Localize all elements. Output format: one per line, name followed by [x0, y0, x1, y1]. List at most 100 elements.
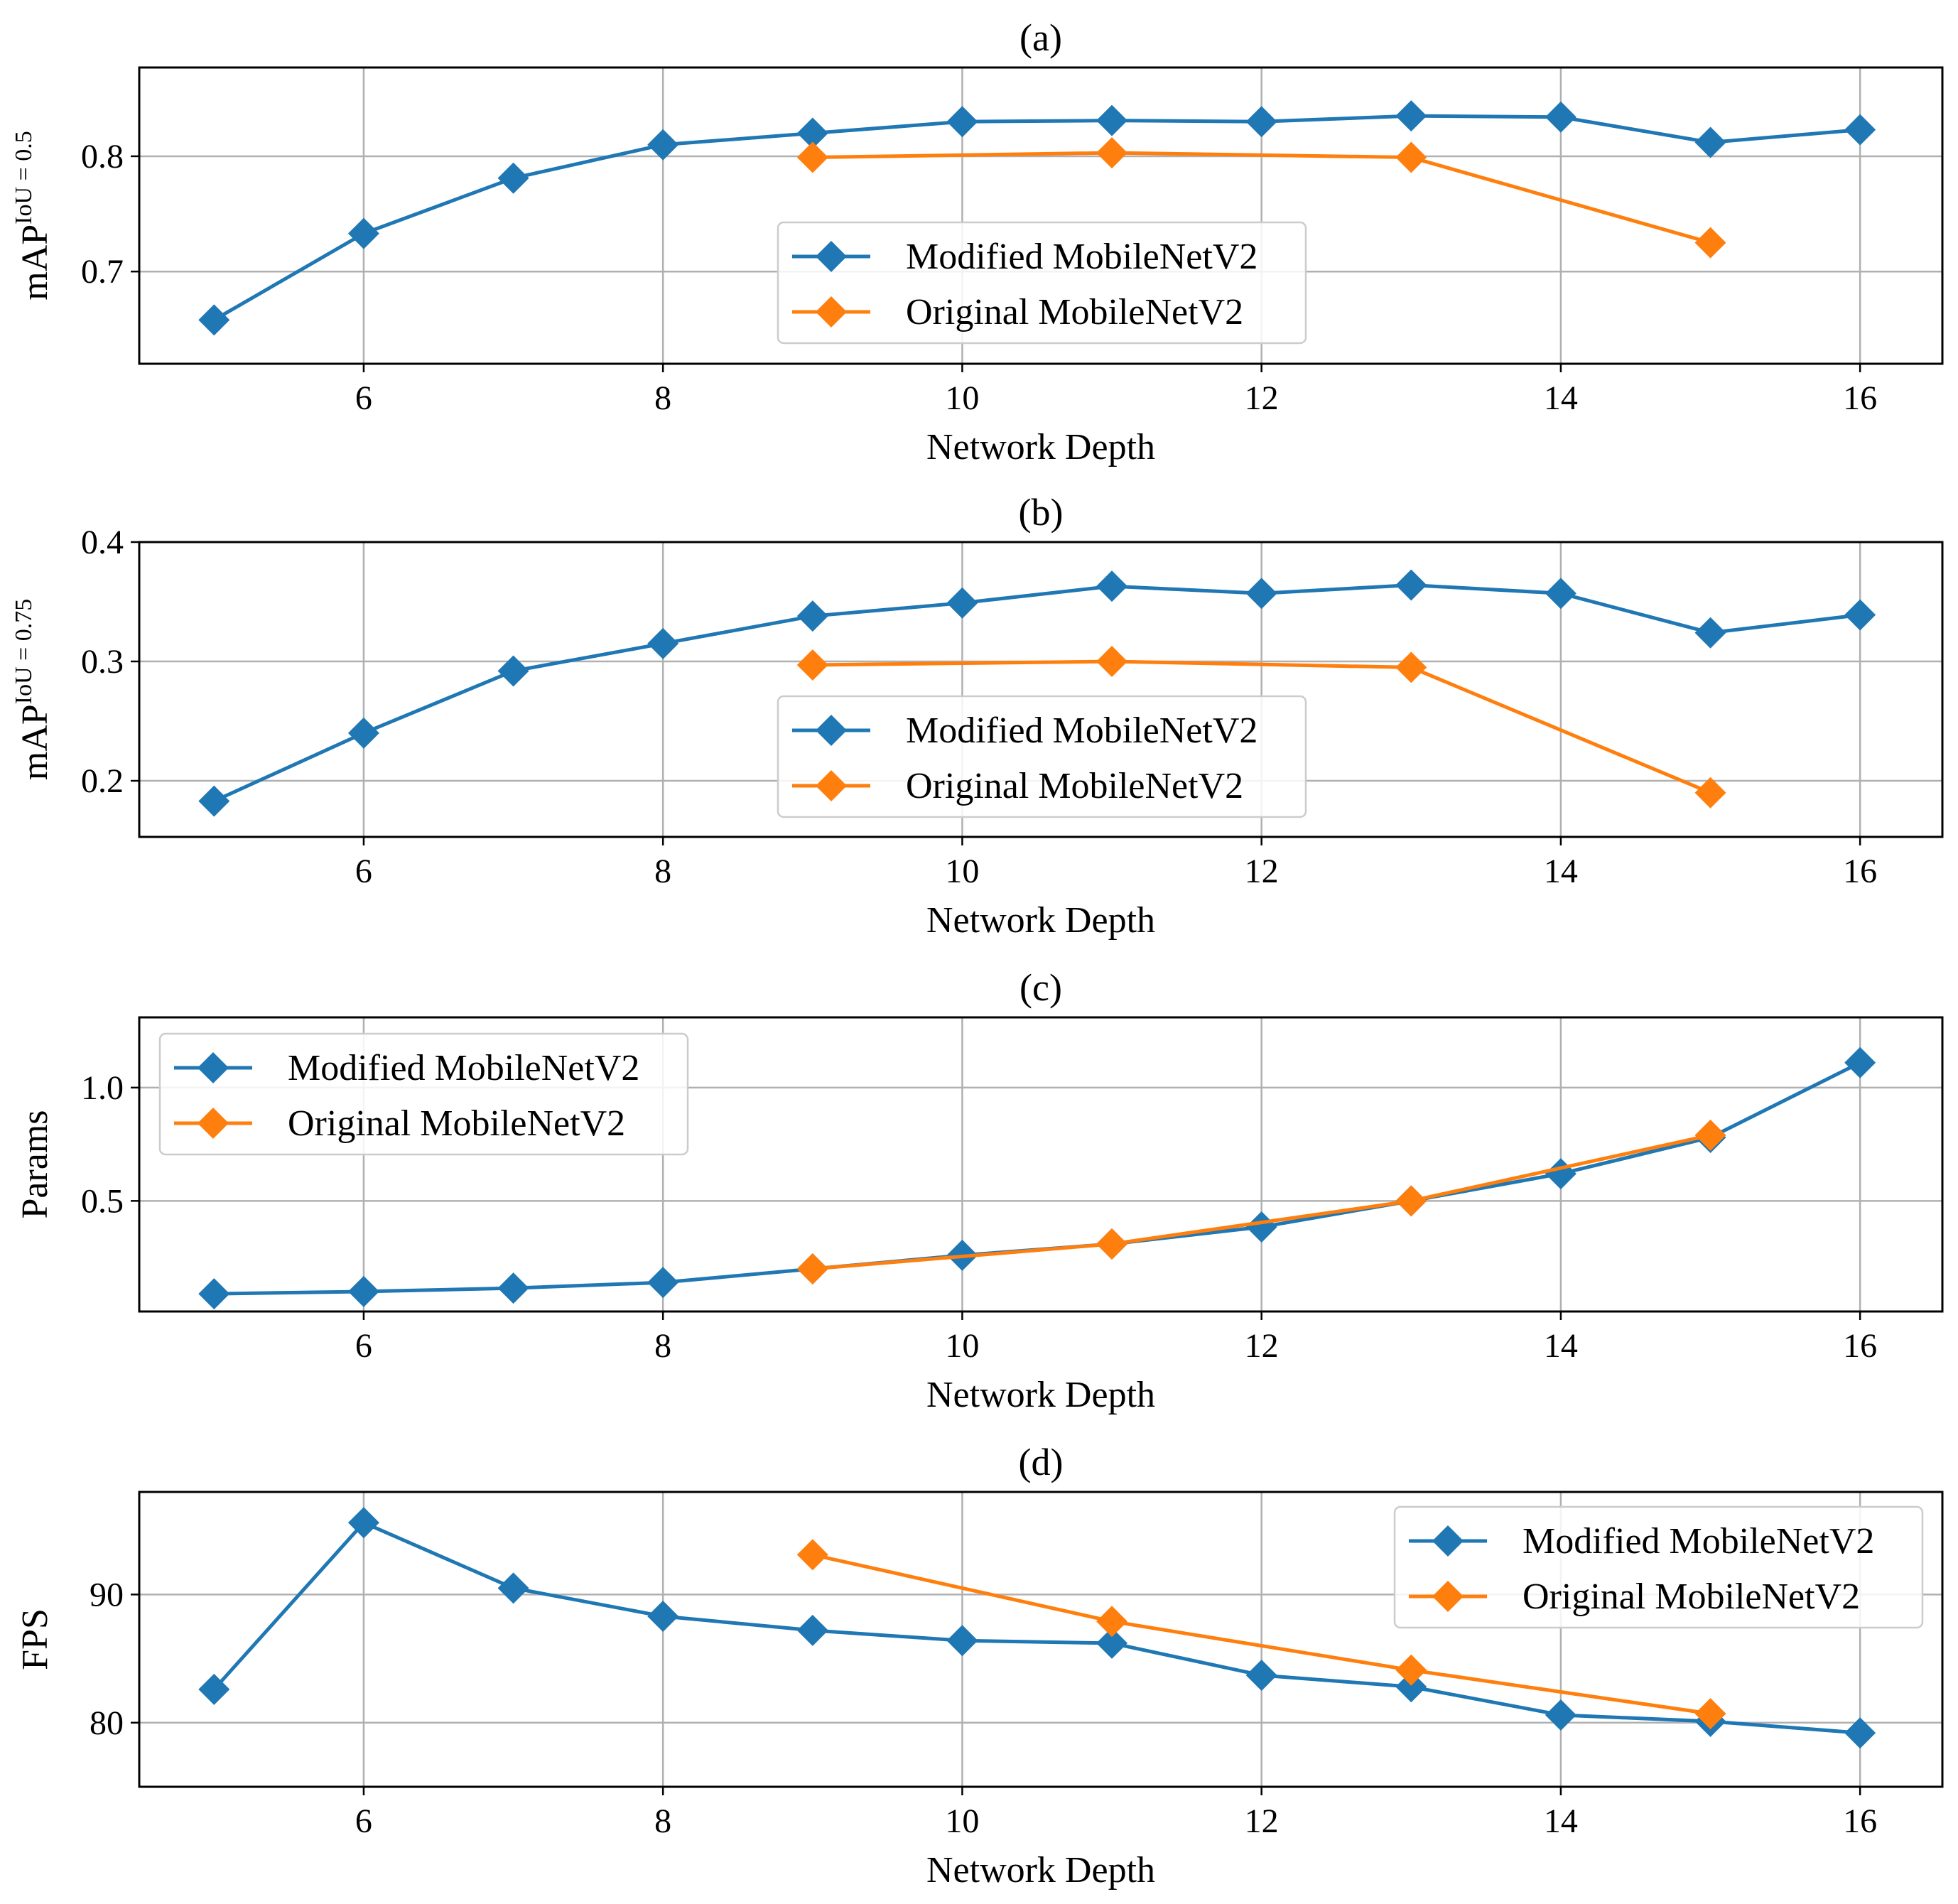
- data-point-0: [946, 587, 978, 619]
- panel-1: 6 8 10 12 14 16 0.2 0.3 0.4 (b) Network Depth mAPIo…: [11, 491, 1944, 941]
- y-tick-label: 0.2: [81, 762, 124, 800]
- x-axis-label: Network Depth: [926, 900, 1155, 941]
- legend-marker: [198, 1052, 229, 1083]
- x-tick-label: 16: [1843, 1802, 1877, 1840]
- x-tick-label: 12: [1245, 379, 1279, 417]
- data-point-1: [1096, 1606, 1128, 1638]
- data-point-0: [1395, 100, 1427, 132]
- x-tick-label: 6: [355, 1802, 372, 1840]
- x-tick-label: 16: [1843, 379, 1877, 417]
- data-point-0: [796, 600, 828, 632]
- legend-frame: [777, 221, 1307, 345]
- y-tick-label: 0.4: [81, 524, 124, 561]
- data-point-0: [347, 1507, 379, 1539]
- legend-marker: [816, 715, 847, 746]
- legend-frame: [777, 695, 1307, 818]
- legend-marker: [816, 770, 847, 801]
- data-point-1: [1395, 1185, 1427, 1217]
- plot-area: [138, 541, 1944, 838]
- x-tick-label: 8: [654, 1802, 671, 1840]
- x-tick-label: 16: [1843, 1327, 1877, 1365]
- legend-marker: [816, 241, 847, 272]
- data-point-1: [1694, 1119, 1726, 1151]
- series-line-1: [812, 1552, 1711, 1716]
- data-point-0: [347, 717, 379, 749]
- y-tick-label: 0.3: [81, 643, 124, 681]
- legend-marker: [198, 1108, 229, 1139]
- x-axis-label: Network Depth: [926, 1850, 1155, 1891]
- data-point-0: [647, 1267, 679, 1299]
- data-point-1: [1694, 1698, 1726, 1730]
- data-point-0: [1395, 1671, 1427, 1703]
- legend: Modified MobileNetV2 Original MobileNetV2: [777, 695, 1307, 818]
- data-point-0: [796, 1614, 828, 1646]
- x-tick-label: 6: [355, 1327, 372, 1365]
- data-point-0: [946, 1625, 978, 1657]
- x-tick-label: 12: [1245, 853, 1279, 890]
- data-point-1: [1694, 777, 1726, 808]
- data-point-0: [497, 162, 529, 194]
- data-point-0: [497, 1572, 529, 1604]
- y-axis-label: FPS: [15, 1608, 55, 1670]
- data-point-1: [1096, 1228, 1128, 1260]
- data-point-0: [1096, 570, 1128, 602]
- data-point-1: [1096, 137, 1128, 169]
- data-point-0: [1245, 1211, 1277, 1243]
- data-point-0: [1096, 1627, 1128, 1659]
- data-point-0: [198, 785, 230, 817]
- data-point-0: [347, 1275, 379, 1307]
- x-tick-label: 14: [1544, 1327, 1578, 1365]
- data-point-1: [796, 1539, 828, 1571]
- x-tick-label: 14: [1544, 379, 1578, 417]
- x-tick-label: 16: [1843, 853, 1877, 890]
- data-point-0: [1245, 1660, 1277, 1692]
- legend-frame: [158, 1032, 689, 1156]
- data-point-0: [1395, 569, 1427, 601]
- x-tick-label: 12: [1245, 1802, 1279, 1840]
- data-point-0: [347, 217, 379, 249]
- data-point-0: [497, 1272, 529, 1304]
- data-point-0: [198, 1673, 230, 1705]
- legend-label: Original MobileNetV2: [906, 292, 1243, 332]
- data-point-1: [1694, 227, 1726, 259]
- x-tick-label: 14: [1544, 1802, 1578, 1840]
- x-tick-label: 6: [355, 379, 372, 417]
- x-tick-label: 8: [654, 379, 671, 417]
- legend-label: Modified MobileNetV2: [906, 710, 1257, 751]
- data-point-0: [1545, 578, 1576, 610]
- data-point-0: [647, 129, 679, 161]
- data-point-0: [647, 627, 679, 659]
- y-tick-label: 90: [90, 1576, 124, 1613]
- series-line-0: [213, 114, 1861, 322]
- x-tick-label: 6: [355, 853, 372, 890]
- y-tick-label: 0.8: [81, 138, 124, 175]
- data-point-1: [1395, 1654, 1427, 1686]
- series-line-0: [213, 583, 1861, 803]
- legend-marker: [816, 296, 847, 328]
- legend-label: Original MobileNetV2: [288, 1103, 625, 1144]
- y-axis-label: mAPIoU = 0.5: [11, 131, 55, 300]
- legend: Modified MobileNetV2 Original MobileNetV2: [1393, 1505, 1924, 1629]
- data-point-0: [1694, 126, 1726, 158]
- series-line-1: [812, 1133, 1711, 1271]
- x-tick-label: 10: [945, 1327, 979, 1365]
- data-point-0: [1844, 114, 1876, 146]
- legend-marker: [1432, 1581, 1464, 1612]
- data-point-0: [1245, 578, 1277, 610]
- data-point-0: [1545, 101, 1576, 133]
- x-axis-label: Network Depth: [926, 427, 1155, 467]
- data-point-0: [1844, 1717, 1876, 1749]
- y-tick-label: 80: [90, 1704, 124, 1742]
- panel-title: (c): [1019, 966, 1062, 1009]
- y-axis-label: Params: [15, 1110, 55, 1218]
- legend-marker: [1432, 1525, 1464, 1557]
- data-point-0: [1694, 617, 1726, 649]
- series-line-1: [812, 151, 1711, 245]
- data-point-1: [796, 141, 828, 173]
- plot-area: [138, 1491, 1944, 1788]
- legend: Modified MobileNetV2 Original MobileNetV2: [777, 221, 1307, 345]
- data-point-0: [1545, 1699, 1576, 1731]
- y-tick-label: 0.7: [81, 253, 124, 291]
- data-point-0: [796, 117, 828, 149]
- x-tick-label: 10: [945, 379, 979, 417]
